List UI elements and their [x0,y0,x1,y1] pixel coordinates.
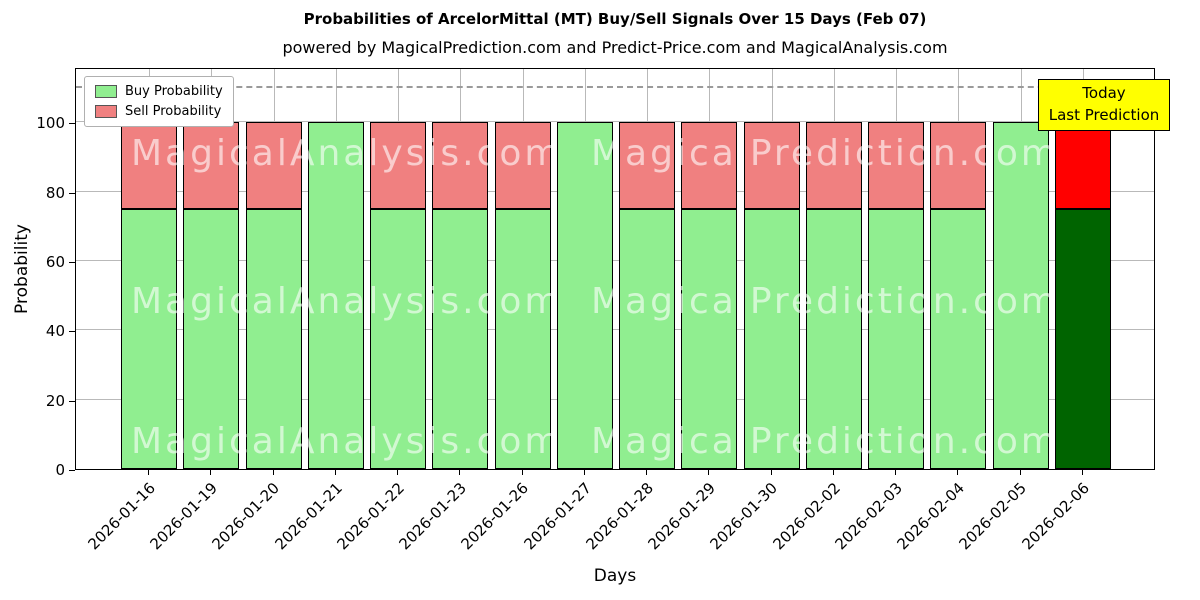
bar [868,69,925,469]
y-tick-mark [69,262,75,264]
y-tick-mark [69,470,75,471]
bar [1054,69,1111,469]
bar-buy-segment [556,122,613,469]
bar-sell-segment [432,122,489,210]
y-tick-label: 60 [45,253,65,272]
bar-sell-segment [681,122,738,210]
h-gridline [76,329,1154,331]
annotation-line-1: Today [1082,84,1126,102]
bar [619,69,676,469]
y-tick-label: 20 [45,391,65,410]
bar-buy-segment [183,209,240,469]
y-tick-label: 0 [55,461,65,479]
bar-buy-segment [619,209,676,469]
legend-label-sell: Sell Probability [125,104,222,119]
bar-sell-segment [930,122,987,210]
buy-swatch-icon [95,85,117,98]
bar [805,69,862,469]
y-tick-label: 40 [45,322,65,341]
bar-buy-segment [432,209,489,469]
x-tick-mark [1019,470,1021,475]
bar-sell-segment [245,122,302,210]
bar-buy-segment [930,209,987,469]
y-tick-label: 80 [45,183,65,202]
y-tick-mark [69,400,75,402]
x-tick-mark [521,470,523,475]
x-tick-mark [1081,470,1083,475]
bar [245,69,302,469]
bar [556,69,613,469]
bar-buy-segment [681,209,738,469]
x-tick-mark [708,470,710,475]
bar [370,69,427,469]
plot-area: MagicalAnalysis.com MagicalPrediction.com… [75,68,1155,470]
x-tick-mark [272,470,274,475]
legend-item-buy: Buy Probability [95,84,223,99]
sell-swatch-icon [95,105,117,118]
x-tick-mark [770,470,772,475]
bar [743,69,800,469]
bar-buy-segment [868,209,925,469]
bar [183,69,240,469]
annotation-line-2: Last Prediction [1048,105,1160,124]
x-tick-mark [459,470,461,475]
y-tick-mark [69,331,75,333]
y-tick-mark [69,192,75,194]
bar-buy-segment [245,209,302,469]
x-tick-mark [646,470,648,475]
x-tick-mark [397,470,399,475]
x-tick-mark [583,470,585,475]
x-tick-mark [957,470,959,475]
y-tick-mark [69,123,75,125]
bar [681,69,738,469]
h-gridline [76,190,1154,192]
y-axis-label: Probability [12,224,32,314]
bar-sell-segment [183,122,240,210]
bar-sell-segment [121,122,178,210]
bar-sell-segment [619,122,676,210]
h-gridline [76,121,1154,123]
bar-sell-segment [743,122,800,210]
y-tick-label: 100 [36,114,65,133]
bar-sell-segment [1054,122,1111,210]
x-tick-label: 2026-02-06 [1018,479,1093,554]
bar-sell-segment [370,122,427,210]
h-gridline [76,398,1154,400]
x-tick-mark [832,470,834,475]
bar-buy-segment [494,209,551,469]
x-tick-mark [148,470,150,475]
bar [121,69,178,469]
bar [930,69,987,469]
legend-label-buy: Buy Probability [125,84,223,99]
bar [432,69,489,469]
today-annotation: Today Last Prediction [1038,79,1170,131]
bar-sell-segment [805,122,862,210]
legend: Buy Probability Sell Probability [84,76,234,127]
bar-buy-segment [992,122,1049,469]
h-gridline [76,260,1154,262]
bars-layer [76,69,1154,469]
bar-sell-segment [494,122,551,210]
bar-buy-segment [307,122,364,469]
bar-buy-segment [805,209,862,469]
bar-buy-segment [1054,209,1111,469]
chart-title: Probabilities of ArcelorMittal (MT) Buy/… [303,10,927,28]
x-tick-mark [334,470,336,475]
x-tick-mark [895,470,897,475]
bar [494,69,551,469]
chart-subtitle: powered by MagicalPrediction.com and Pre… [282,38,948,57]
bar [992,69,1049,469]
bar-sell-segment [868,122,925,210]
bar-buy-segment [121,209,178,469]
legend-item-sell: Sell Probability [95,104,223,119]
bar [307,69,364,469]
x-tick-mark [210,470,212,475]
reference-dashed-line [76,85,1154,88]
bar-buy-segment [743,209,800,469]
x-axis-label: Days [593,566,637,586]
bar-buy-segment [370,209,427,469]
